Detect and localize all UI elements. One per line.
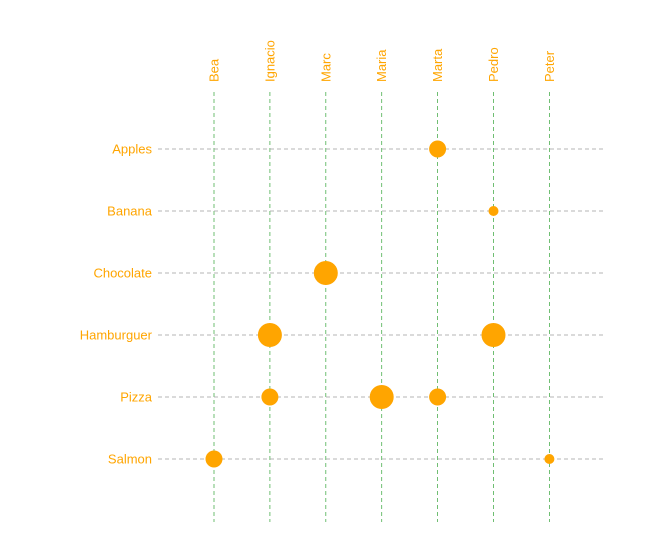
y-tick-label: Apples [112, 142, 152, 157]
data-point [429, 140, 447, 158]
x-tick-label: Peter [542, 50, 557, 82]
y-tick-label: Banana [107, 204, 153, 219]
x-tick-label: Marta [430, 48, 445, 82]
data-point [257, 323, 282, 347]
grid-lines [158, 92, 604, 522]
x-tick-label: Marc [318, 53, 333, 82]
data-points [205, 140, 555, 468]
x-tick-labels: Bea Ignacio Marc Maria Marta Pedro Peter [207, 40, 557, 82]
y-tick-labels: Apples Banana Chocolate Hamburguer Pizza Salm… [80, 142, 153, 467]
data-point [205, 450, 223, 468]
x-tick-label: Pedro [486, 47, 501, 82]
x-tick-label: Bea [207, 58, 222, 82]
data-point [313, 261, 338, 285]
x-tick-label: Maria [374, 49, 389, 82]
data-point [369, 385, 394, 409]
y-tick-label: Pizza [120, 390, 153, 405]
data-point [544, 454, 555, 464]
y-tick-label: Chocolate [93, 266, 152, 281]
data-point [488, 206, 499, 216]
y-tick-label: Hamburguer [80, 328, 153, 343]
data-point [261, 388, 279, 406]
data-point [429, 388, 447, 406]
data-point [481, 323, 506, 347]
x-tick-label: Ignacio [262, 40, 277, 82]
y-tick-label: Salmon [108, 452, 152, 467]
